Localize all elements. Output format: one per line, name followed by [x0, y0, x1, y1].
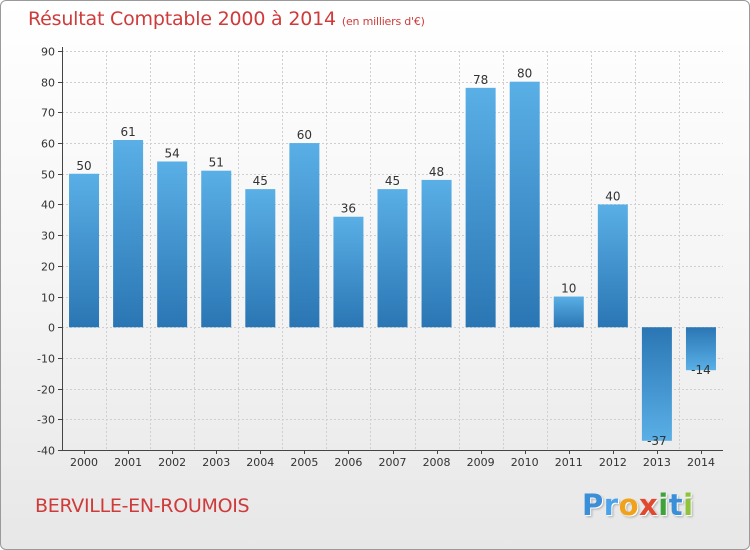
data-label-2005: 60	[297, 128, 312, 142]
bar-2005[interactable]	[289, 143, 320, 328]
y-tick-label: -30	[37, 414, 55, 427]
x-tick-label: 2004	[246, 456, 274, 469]
data-label-2013: -37	[647, 434, 667, 448]
x-tick-label: 2000	[70, 456, 98, 469]
bars	[69, 81, 716, 441]
bar-2007[interactable]	[377, 189, 408, 328]
data-label-2009: 78	[473, 73, 488, 87]
x-tick-label: 2010	[511, 456, 539, 469]
chart-title-main: Résultat Comptable 2000 à 2014	[28, 8, 336, 30]
chart-title: Résultat Comptable 2000 à 2014 (en millie…	[28, 8, 425, 30]
x-tick-label: 2012	[599, 456, 627, 469]
proxiti-logo[interactable]: Proxiti	[582, 488, 694, 522]
bar-2003[interactable]	[201, 170, 232, 328]
data-label-2002: 54	[165, 146, 180, 160]
y-tick-label: 70	[41, 107, 55, 120]
bar-2013[interactable]	[641, 327, 672, 441]
x-tick-label: 2007	[379, 456, 407, 469]
logo-letter: i	[683, 488, 694, 522]
bar-2006[interactable]	[333, 216, 364, 328]
logo-letter: t	[668, 488, 684, 522]
data-label-2003: 51	[209, 156, 224, 170]
data-label-2006: 36	[341, 202, 356, 216]
logo-letter: i	[658, 488, 669, 522]
logo-letter: r	[603, 488, 619, 522]
x-tick-label: 2003	[202, 456, 230, 469]
y-tick-label: 30	[41, 230, 55, 243]
y-tick-label: 60	[41, 138, 55, 151]
data-label-2014: -14	[691, 363, 711, 377]
city-name: BERVILLE-EN-ROUMOIS	[35, 495, 250, 517]
bar-2009[interactable]	[465, 87, 496, 328]
y-tick-label: 10	[41, 292, 55, 305]
bar-2008[interactable]	[421, 179, 452, 328]
data-label-2004: 45	[253, 174, 268, 188]
x-tick-label: 2009	[467, 456, 495, 469]
bar-2010[interactable]	[509, 81, 540, 328]
data-label-2010: 80	[517, 67, 532, 81]
y-tick-label: -40	[37, 445, 55, 458]
grid-lines	[62, 51, 723, 451]
x-tick-label: 2011	[555, 456, 583, 469]
logo-letter: x	[639, 488, 659, 522]
x-tick-label: 2006	[334, 456, 362, 469]
x-tick-label: 2001	[114, 456, 142, 469]
data-label-2007: 45	[385, 174, 400, 188]
y-tick-label: 40	[41, 199, 55, 212]
logo-letter: o	[618, 488, 640, 522]
y-tick-label: -10	[37, 353, 55, 366]
bar-2012[interactable]	[597, 204, 628, 328]
y-tick-label: 20	[41, 261, 55, 274]
x-tick-label: 2013	[643, 456, 671, 469]
bar-2011[interactable]	[553, 296, 584, 328]
y-tick-label: -20	[37, 384, 55, 397]
data-label-2008: 48	[429, 165, 444, 179]
data-label-2012: 40	[605, 189, 620, 203]
logo-letter: P	[582, 488, 604, 522]
y-tick-label: 90	[41, 46, 55, 59]
y-tick-label: 0	[48, 322, 55, 335]
data-labels: 50 61 54 51 45 60 36 45 48 78 80 10 40 -37 -14	[76, 67, 710, 448]
data-label-2011: 10	[561, 282, 576, 296]
x-tick-label: 2008	[423, 456, 451, 469]
bar-2002[interactable]	[157, 161, 188, 328]
x-tick-label: 2002	[158, 456, 186, 469]
data-label-2001: 61	[120, 125, 135, 139]
x-tick-label: 2005	[290, 456, 318, 469]
bar-2000[interactable]	[69, 173, 100, 328]
bar-2014[interactable]	[685, 327, 716, 371]
bar-2001[interactable]	[113, 140, 144, 328]
x-tick-label: 2014	[687, 456, 715, 469]
y-tick-label: 80	[41, 77, 55, 90]
y-tick-label: 50	[41, 169, 55, 182]
data-label-2000: 50	[76, 159, 91, 173]
bar-2004[interactable]	[245, 189, 276, 328]
chart-title-unit: (en milliers d'€)	[341, 15, 425, 28]
